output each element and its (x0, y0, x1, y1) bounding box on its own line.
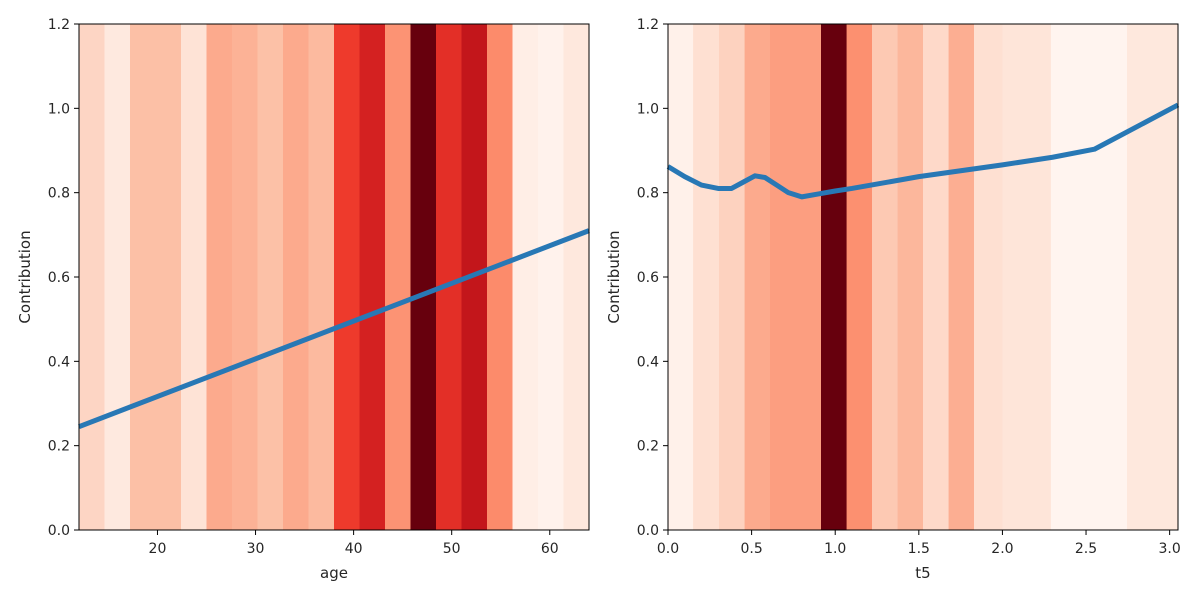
y-tick-label: 0.2 (637, 439, 659, 455)
y-tick-label: 0.4 (48, 354, 70, 370)
x-tick-label: 1.5 (908, 541, 930, 557)
x-tick-label: 0.5 (740, 541, 762, 557)
background-band (821, 24, 848, 530)
y-tick-label: 1.0 (48, 101, 70, 117)
background-band (744, 24, 771, 530)
x-tick-label: 3.0 (1159, 541, 1181, 557)
y-tick-label: 0.0 (48, 523, 70, 539)
background-band (232, 24, 258, 530)
chart-panel-1: 20 30 40 50 60 0.0 0.2 0.4 0.6 0.8 1.0 1.2 age Contri… (16, 17, 590, 582)
background-band (1002, 24, 1052, 530)
background-band (1050, 24, 1128, 530)
background-band (283, 24, 309, 530)
y-axis-label: Contribution (605, 230, 623, 323)
background-band (487, 24, 513, 530)
y-tick-label: 0.0 (637, 523, 659, 539)
background-band (385, 24, 411, 530)
background-band (206, 24, 233, 530)
background-band (155, 24, 182, 530)
background-band (130, 24, 156, 530)
background-band (410, 24, 437, 530)
background-band (512, 24, 539, 530)
background-band (668, 24, 694, 530)
background-band (359, 24, 386, 530)
background-band (693, 24, 720, 530)
background-band (436, 24, 462, 530)
background-band (948, 24, 975, 530)
background-band (974, 24, 1003, 530)
background-band (1127, 24, 1179, 530)
y-tick-label: 0.4 (637, 354, 659, 370)
series-line (666, 102, 1180, 200)
series-line (78, 228, 590, 430)
x-tick-label: 30 (247, 541, 265, 557)
x-tick-label: 60 (541, 541, 559, 557)
x-tick-label: 40 (345, 541, 363, 557)
background-band (181, 24, 207, 530)
y-axis-label: Contribution (16, 230, 34, 323)
y-tick-label: 0.6 (637, 270, 659, 286)
y-tick-label: 1.0 (637, 101, 659, 117)
background-band (308, 24, 335, 530)
x-tick-label: 1.0 (824, 541, 846, 557)
x-axis-label: t5 (915, 564, 930, 582)
background-band (538, 24, 564, 530)
background-band (795, 24, 822, 530)
background-band (872, 24, 899, 530)
background-band (770, 24, 797, 530)
background-band (719, 24, 746, 530)
y-tick-label: 0.2 (48, 439, 70, 455)
x-tick-label: 2.0 (991, 541, 1013, 557)
x-axis-label: age (320, 564, 348, 582)
background-band (79, 24, 105, 530)
background-band (334, 24, 360, 530)
background-band (563, 24, 590, 530)
x-tick-label: 0.0 (657, 541, 679, 557)
x-tick-label: 20 (149, 541, 167, 557)
y-tick-label: 1.2 (48, 17, 70, 33)
background-band (104, 24, 131, 530)
x-tick-label: 2.5 (1075, 541, 1097, 557)
background-band (923, 24, 950, 530)
background-band (897, 24, 924, 530)
chart-panel-2: 0.0 0.5 1.0 1.5 2.0 2.5 3.0 0.0 0.2 0.4 0.6 0.8 1.0 1… (605, 17, 1181, 582)
background-band (257, 24, 284, 530)
y-tick-label: 0.8 (637, 186, 659, 202)
y-tick-label: 1.2 (637, 17, 659, 33)
y-tick-label: 0.8 (48, 186, 70, 202)
y-tick-label: 0.6 (48, 270, 70, 286)
x-tick-label: 50 (443, 541, 461, 557)
background-band (846, 24, 873, 530)
